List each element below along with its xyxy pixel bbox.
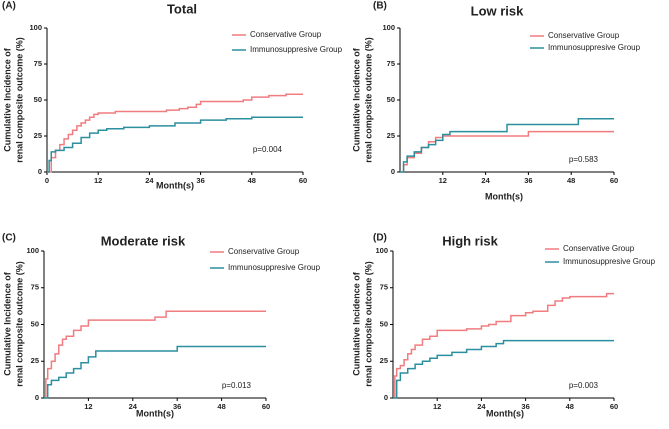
y-tick-label: 0 (391, 167, 395, 176)
km-curve (47, 93, 303, 173)
panel-label: (A) (2, 1, 16, 12)
panel-label: (C) (2, 233, 16, 244)
y-tick-label: 50 (380, 319, 388, 328)
legend-label: Immunosuppresive Group (250, 45, 343, 54)
panel-label: (D) (373, 233, 387, 244)
legend-label: Immunosuppresive Group (548, 43, 641, 52)
x-tick-label: 12 (84, 402, 92, 411)
panel-label: (B) (373, 1, 387, 12)
x-tick-label: 36 (196, 176, 204, 185)
y-tick-label: 100 (382, 23, 395, 32)
legend-label: Immunosuppresive Group (228, 263, 321, 272)
legend-label: Conservative Group (563, 244, 635, 253)
x-tick-label: 24 (477, 402, 486, 411)
y-axis-label: renal composite outcome (%) (363, 261, 373, 387)
y-tick-label: 75 (34, 59, 42, 68)
p-value: p=0.583 (569, 155, 599, 164)
y-tick-label: 100 (375, 246, 388, 255)
x-tick-label: 60 (262, 402, 270, 411)
y-tick-label: 25 (387, 131, 395, 140)
x-tick-label: 48 (566, 402, 574, 411)
x-axis-label: Month(s) (156, 180, 194, 190)
x-tick-label: 60 (610, 402, 618, 411)
y-tick-label: 50 (31, 319, 39, 328)
y-axis-label: Cumulative Incidence of (351, 271, 361, 376)
panel: (C) Moderate risk Month(s) Cumulative Incid… (2, 233, 321, 419)
x-tick-label: 12 (439, 176, 447, 185)
km-curve (400, 117, 614, 173)
x-tick-label: 24 (481, 176, 490, 185)
x-tick-label: 36 (521, 402, 529, 411)
x-tick-label: 12 (94, 176, 102, 185)
km-curve (44, 345, 266, 399)
panel-title: Low risk (471, 3, 525, 18)
panel: (B) Low risk Month(s) Cumulative Incidence … (351, 1, 640, 202)
x-tick-label: 60 (299, 176, 307, 185)
legend-label: Conservative Group (228, 247, 300, 256)
x-axis-label: Month(s) (486, 408, 524, 418)
x-axis-label: Month(s) (136, 408, 174, 418)
x-tick-label: 12 (433, 402, 441, 411)
p-value: p=0.004 (253, 145, 283, 154)
y-tick-label: 50 (34, 95, 42, 104)
y-tick-label: 50 (387, 95, 395, 104)
x-tick-label: 24 (145, 176, 154, 185)
x-tick-label: 0 (45, 176, 49, 185)
panel-title: Total (167, 1, 197, 16)
y-axis-label: Cumulative Incidence of (2, 47, 12, 152)
x-tick-label: 48 (248, 176, 256, 185)
y-tick-label: 25 (34, 131, 42, 140)
y-axis-label: Cumulative Incidence of (351, 47, 361, 152)
legend-label: Conservative Group (250, 30, 322, 39)
x-tick-label: 48 (567, 176, 575, 185)
km-curve (400, 130, 614, 173)
y-tick-label: 75 (387, 59, 395, 68)
x-tick-label: 48 (217, 402, 225, 411)
panel-title: Moderate risk (101, 233, 186, 248)
panel: (D) High risk Month(s) Cumulative Incidence… (351, 233, 655, 419)
km-curve (47, 116, 303, 173)
p-value: p=0.003 (569, 381, 599, 390)
y-tick-label: 75 (380, 283, 388, 292)
y-tick-label: 75 (31, 283, 39, 292)
y-tick-label: 0 (35, 393, 39, 402)
y-tick-label: 0 (384, 393, 388, 402)
y-tick-label: 100 (26, 246, 39, 255)
y-axis-label: renal composite outcome (%) (14, 261, 24, 387)
x-tick-label: 36 (173, 402, 181, 411)
y-tick-label: 100 (29, 23, 42, 32)
y-axis-label: renal composite outcome (%) (363, 37, 373, 163)
legend-label: Immunosuppresive Group (563, 257, 656, 266)
y-tick-label: 25 (380, 356, 388, 365)
legend-label: Conservative Group (548, 31, 620, 40)
km-curve (44, 310, 266, 399)
km-curve (393, 292, 614, 399)
x-axis-label: Month(s) (485, 191, 523, 201)
x-tick-label: 24 (129, 402, 138, 411)
panel-title: High risk (442, 233, 498, 248)
p-value: p=0.013 (222, 381, 252, 390)
km-curve (393, 339, 614, 399)
y-axis-label: Cumulative Incidence of (2, 271, 12, 376)
y-axis-label: renal composite outcome (%) (14, 37, 24, 163)
panel: (A) Total Month(s) Cumulative Incidence of r… (2, 1, 343, 191)
y-tick-label: 25 (31, 356, 39, 365)
y-tick-label: 0 (38, 167, 42, 176)
x-tick-label: 60 (610, 176, 618, 185)
x-tick-label: 36 (524, 176, 532, 185)
